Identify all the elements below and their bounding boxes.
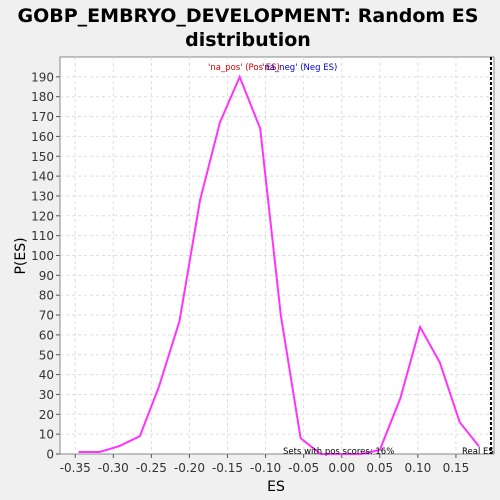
x-tick-label: 0.00 bbox=[328, 461, 355, 475]
x-tick-label: -0.30 bbox=[98, 461, 129, 475]
data-point bbox=[139, 435, 141, 437]
data-point bbox=[339, 453, 341, 455]
y-tick-label: 110 bbox=[31, 229, 54, 243]
y-tick-label: 130 bbox=[31, 189, 54, 203]
data-point bbox=[477, 445, 480, 447]
x-tick-label: -0.25 bbox=[136, 461, 167, 475]
data-point bbox=[78, 451, 80, 453]
y-tick-label: 70 bbox=[39, 309, 54, 323]
x-tick-label: 0.15 bbox=[443, 461, 470, 475]
x-tick-label: -0.35 bbox=[60, 461, 91, 475]
data-point bbox=[299, 437, 302, 439]
y-tick-label: 120 bbox=[31, 209, 54, 223]
y-tick-label: 160 bbox=[31, 130, 54, 144]
data-point bbox=[219, 121, 221, 124]
data-point bbox=[458, 421, 461, 424]
data-point bbox=[359, 453, 362, 455]
data-point bbox=[259, 127, 262, 130]
data-point bbox=[399, 397, 402, 400]
x-tick-label: -0.20 bbox=[174, 461, 205, 475]
grid bbox=[60, 57, 494, 454]
y-tick-label: 60 bbox=[39, 328, 54, 342]
x-axis: -0.35 -0.30 -0.25 -0.20 -0.15 -0.10 -0.05 0.00 0… bbox=[60, 454, 470, 475]
real-es-label: Real ES bbox=[462, 447, 494, 457]
y-tick-label: 0 bbox=[46, 448, 54, 462]
y-tick-label: 50 bbox=[39, 348, 54, 362]
x-axis-label: ES bbox=[267, 479, 285, 495]
data-point bbox=[439, 361, 441, 364]
x-tick-label: 0.05 bbox=[366, 461, 393, 475]
y-tick-label: 140 bbox=[31, 170, 54, 184]
series-group bbox=[78, 74, 480, 455]
data-point bbox=[178, 320, 181, 322]
data-point bbox=[118, 445, 121, 447]
y-tick-label: 180 bbox=[31, 90, 54, 104]
y-axis: 0 10 20 30 40 50 60 70 80 90 100 110 120 130 140 150 160… bbox=[31, 70, 60, 462]
y-tick-label: 30 bbox=[39, 388, 54, 402]
y-tick-label: 10 bbox=[39, 428, 54, 442]
legend-pos: 'na_pos' (Pos ES) bbox=[208, 63, 280, 73]
data-point bbox=[319, 453, 322, 455]
y-tick-label: 170 bbox=[31, 110, 54, 124]
data-point bbox=[280, 314, 282, 316]
data-point bbox=[378, 449, 381, 451]
x-tick-label: -0.05 bbox=[288, 461, 319, 475]
y-tick-label: 40 bbox=[39, 368, 54, 382]
y-tick-label: 80 bbox=[39, 289, 54, 303]
y-tick-label: 100 bbox=[31, 249, 54, 263]
x-tick-label: -0.15 bbox=[212, 461, 243, 475]
legend-neg: 'na_neg' (Neg ES) bbox=[262, 63, 337, 73]
chart-title-line-1: GOBP_EMBRYO_DEVELOPMENT: Random ES bbox=[18, 5, 479, 27]
x-tick-label: 0.10 bbox=[405, 461, 432, 475]
y-tick-label: 90 bbox=[39, 269, 54, 283]
data-point bbox=[98, 451, 101, 453]
data-point bbox=[238, 76, 241, 78]
pos-scores-annotation: Sets with pos scores: 16% bbox=[283, 447, 394, 457]
y-tick-label: 20 bbox=[39, 408, 54, 422]
data-point bbox=[419, 326, 421, 328]
y-axis-label: P(ES) bbox=[13, 237, 29, 274]
y-tick-label: 150 bbox=[31, 150, 54, 164]
chart-title-line-2: distribution bbox=[185, 29, 311, 51]
x-tick-label: -0.10 bbox=[250, 461, 281, 475]
data-point bbox=[158, 385, 160, 388]
y-tick-label: 190 bbox=[31, 70, 54, 84]
data-point bbox=[199, 199, 201, 201]
